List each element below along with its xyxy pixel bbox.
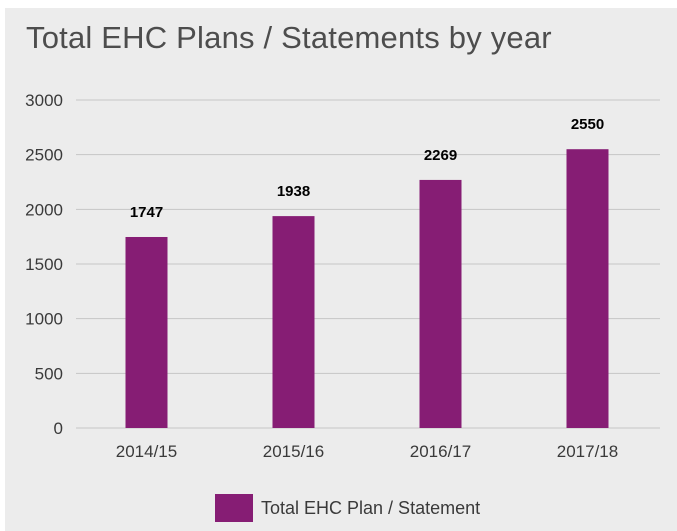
data-label: 1747 [130,204,163,221]
y-tick-label: 1000 [25,310,63,329]
y-tick-label: 500 [35,364,63,383]
data-label: 1938 [277,183,310,200]
legend-swatch [215,494,253,522]
y-tick-label: 0 [54,419,63,438]
y-tick-label: 1500 [25,255,63,274]
y-tick-label: 2000 [25,200,63,219]
chart-panel [5,8,677,531]
bar-2014/15 [125,236,168,428]
y-axis-ticks: 0 500 1000 1500 2000 2500 3000 [25,91,63,438]
chart-title: Total EHC Plans / Statements by year [26,20,552,55]
bar-2015/16 [272,216,315,428]
gridlines [76,99,660,429]
bars [125,149,609,428]
x-tick-label: 2016/17 [410,442,471,461]
legend-label: Total EHC Plan / Statement [261,497,481,518]
x-axis-ticks: 2014/15 2015/16 2016/17 2017/18 [116,442,618,461]
y-tick-label: 2500 [25,146,63,165]
x-tick-label: 2017/18 [557,442,618,461]
x-tick-label: 2014/15 [116,442,177,461]
data-label: 2550 [571,116,604,133]
bar-2016/17 [419,179,462,428]
y-tick-label: 3000 [25,91,63,110]
bar-2017/18 [566,149,609,428]
data-labels: 1747 1938 2269 2550 [130,116,604,221]
data-label: 2269 [424,147,457,164]
legend: Total EHC Plan / Statement [215,494,480,522]
x-tick-label: 2015/16 [263,442,324,461]
